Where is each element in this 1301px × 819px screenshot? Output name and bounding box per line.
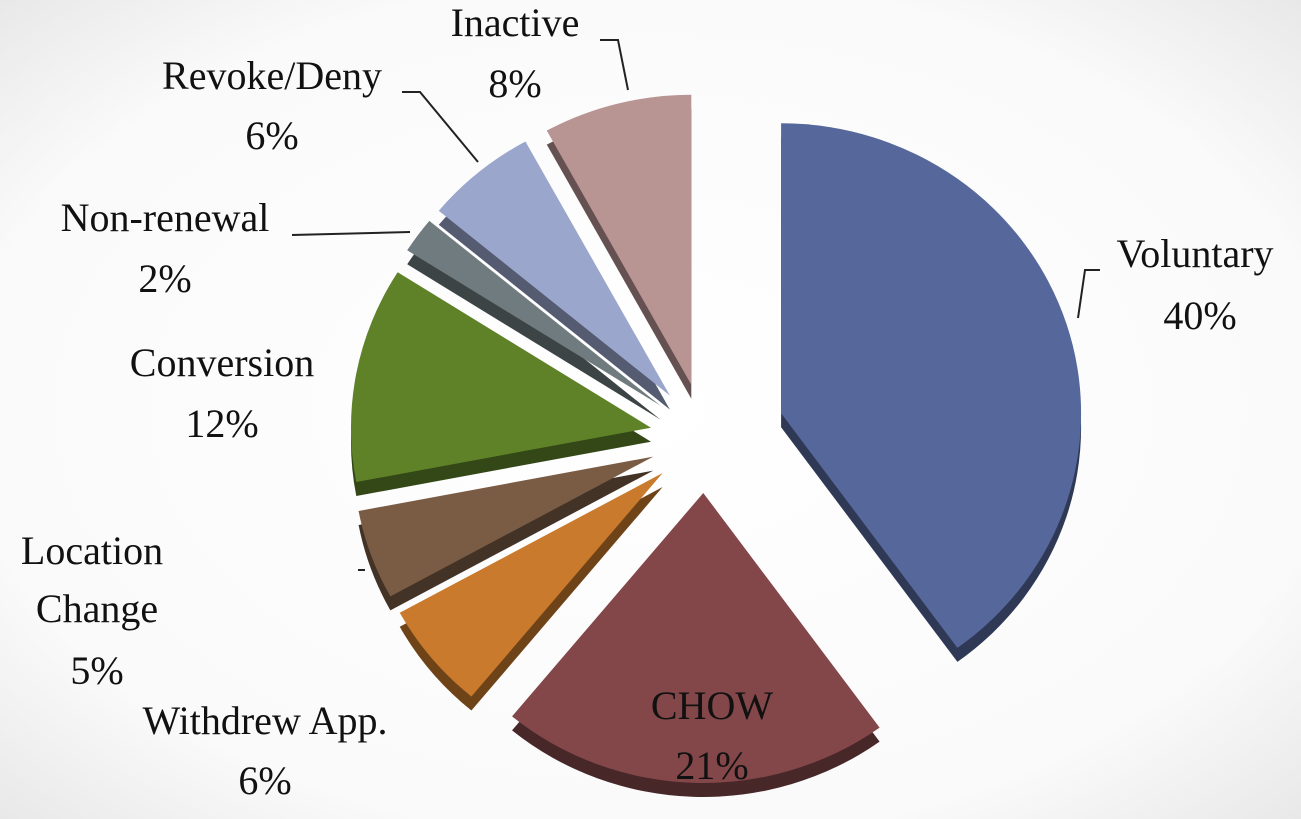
slice-label: CHOW: [651, 683, 773, 728]
leader-line: [402, 91, 479, 163]
slice-label: Voluntary: [1116, 231, 1273, 276]
slice-label: Location Change: [21, 528, 173, 631]
slice: [358, 456, 654, 597]
value-label: 6%: [245, 113, 298, 158]
slice-label: Non-renewal: [61, 195, 270, 240]
slice: [512, 492, 880, 783]
value-label: 6%: [238, 758, 291, 803]
slice-side: [358, 470, 654, 611]
slice-label: Inactive: [451, 0, 580, 45]
value-label: 40%: [1163, 293, 1236, 338]
label-line: Location: [21, 528, 173, 573]
label-line: Change: [36, 586, 158, 631]
slices: [350, 94, 1082, 797]
slice: [781, 123, 1082, 648]
value-label: 8%: [488, 61, 541, 106]
leader-line: [1077, 269, 1100, 319]
labels: Voluntary 40% CHOW 21% Withdrew App. 6% Locati…: [21, 0, 1274, 803]
slice: [350, 272, 651, 483]
value-label: 21%: [675, 743, 748, 788]
slice: [407, 220, 661, 406]
slice: [399, 473, 663, 697]
slice-label: Conversion: [130, 340, 314, 385]
slice: [546, 94, 692, 385]
slice-label: Withdrew App.: [142, 698, 387, 743]
value-label: 12%: [185, 401, 258, 446]
leader-line: [600, 39, 629, 91]
value-label: 2%: [138, 256, 191, 301]
slice: [438, 141, 670, 396]
value-label: 5%: [70, 648, 123, 693]
slice-label: Revoke/Deny: [162, 53, 382, 98]
leader-line: [291, 231, 411, 236]
